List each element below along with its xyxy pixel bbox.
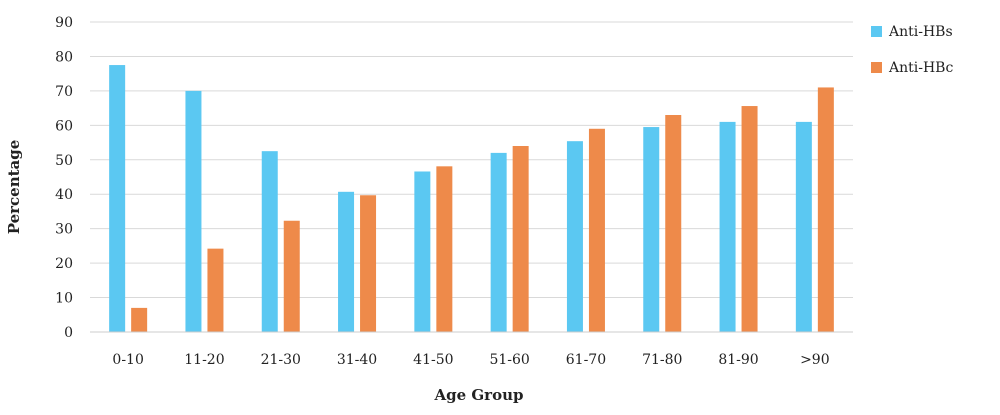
y-tick-label: 60 (55, 118, 73, 134)
x-tick-label: 51-60 (489, 352, 529, 368)
x-tick-label: 0-10 (112, 352, 143, 368)
bar-anti-hbc-8190 (741, 106, 758, 333)
bar-anti-hbs-90 (795, 121, 812, 332)
plot-background (90, 22, 853, 332)
y-tick-label: 90 (55, 15, 73, 31)
x-tick-label: 11-20 (184, 352, 224, 368)
bar-anti-hbc-2130 (283, 220, 300, 332)
bar-anti-hbs-8190 (719, 121, 736, 332)
x-axis-title: Age Group (433, 386, 523, 404)
y-tick-label: 10 (55, 291, 73, 307)
y-tick-label: 80 (55, 49, 73, 65)
bar-anti-hbs-7180 (643, 127, 660, 332)
bar-anti-hbc-90 (817, 87, 834, 332)
x-tick-label: 21-30 (261, 352, 301, 368)
legend-label-anti-hbs: Anti-HBs (888, 24, 953, 40)
bar-anti-hbc-1120 (207, 248, 224, 332)
bar-anti-hbs-6170 (566, 141, 583, 332)
x-axis-ticks: 0-10 11-20 21-30 31-40 41-50 51-60 61-70 71-80 8… (112, 352, 829, 368)
y-tick-label: 30 (55, 222, 73, 238)
legend-label-anti-hbc: Anti-HBc (888, 60, 953, 76)
y-axis-title: Percentage (5, 140, 23, 235)
bar-anti-hbs-1120 (185, 90, 202, 332)
legend-swatch-anti-hbs (871, 26, 882, 37)
y-tick-label: 50 (55, 153, 73, 169)
bar-anti-hbc-4150 (436, 166, 453, 332)
legend-swatch-anti-hbc (871, 62, 882, 73)
bar-anti-hbc-5160 (512, 146, 529, 332)
bar-anti-hbc-6170 (588, 128, 605, 332)
x-tick-label: 41-50 (413, 352, 453, 368)
bar-anti-hbs-5160 (490, 152, 507, 332)
bar-anti-hbs-2130 (261, 151, 278, 332)
legend: Anti-HBs Anti-HBc (871, 24, 953, 76)
bar-anti-hbc-3140 (360, 195, 377, 332)
bars (109, 65, 834, 333)
y-tick-label: 70 (55, 84, 73, 100)
bar-anti-hbc-7180 (665, 115, 682, 332)
x-tick-label: 71-80 (642, 352, 682, 368)
x-tick-label: 61-70 (566, 352, 606, 368)
bar-anti-hbs-3140 (338, 191, 355, 332)
y-tick-label: 40 (55, 187, 73, 203)
x-tick-label: 81-90 (718, 352, 758, 368)
bar-anti-hbs-4150 (414, 171, 431, 332)
y-axis-ticks: 0 10 20 30 40 50 60 70 80 90 (55, 15, 73, 341)
x-tick-label: 31-40 (337, 352, 377, 368)
bar-anti-hbc-010 (131, 307, 148, 332)
y-tick-label: 20 (55, 256, 73, 272)
bar-anti-hbs-010 (109, 65, 126, 333)
x-tick-label: >90 (800, 352, 830, 368)
y-tick-label: 0 (64, 325, 73, 341)
